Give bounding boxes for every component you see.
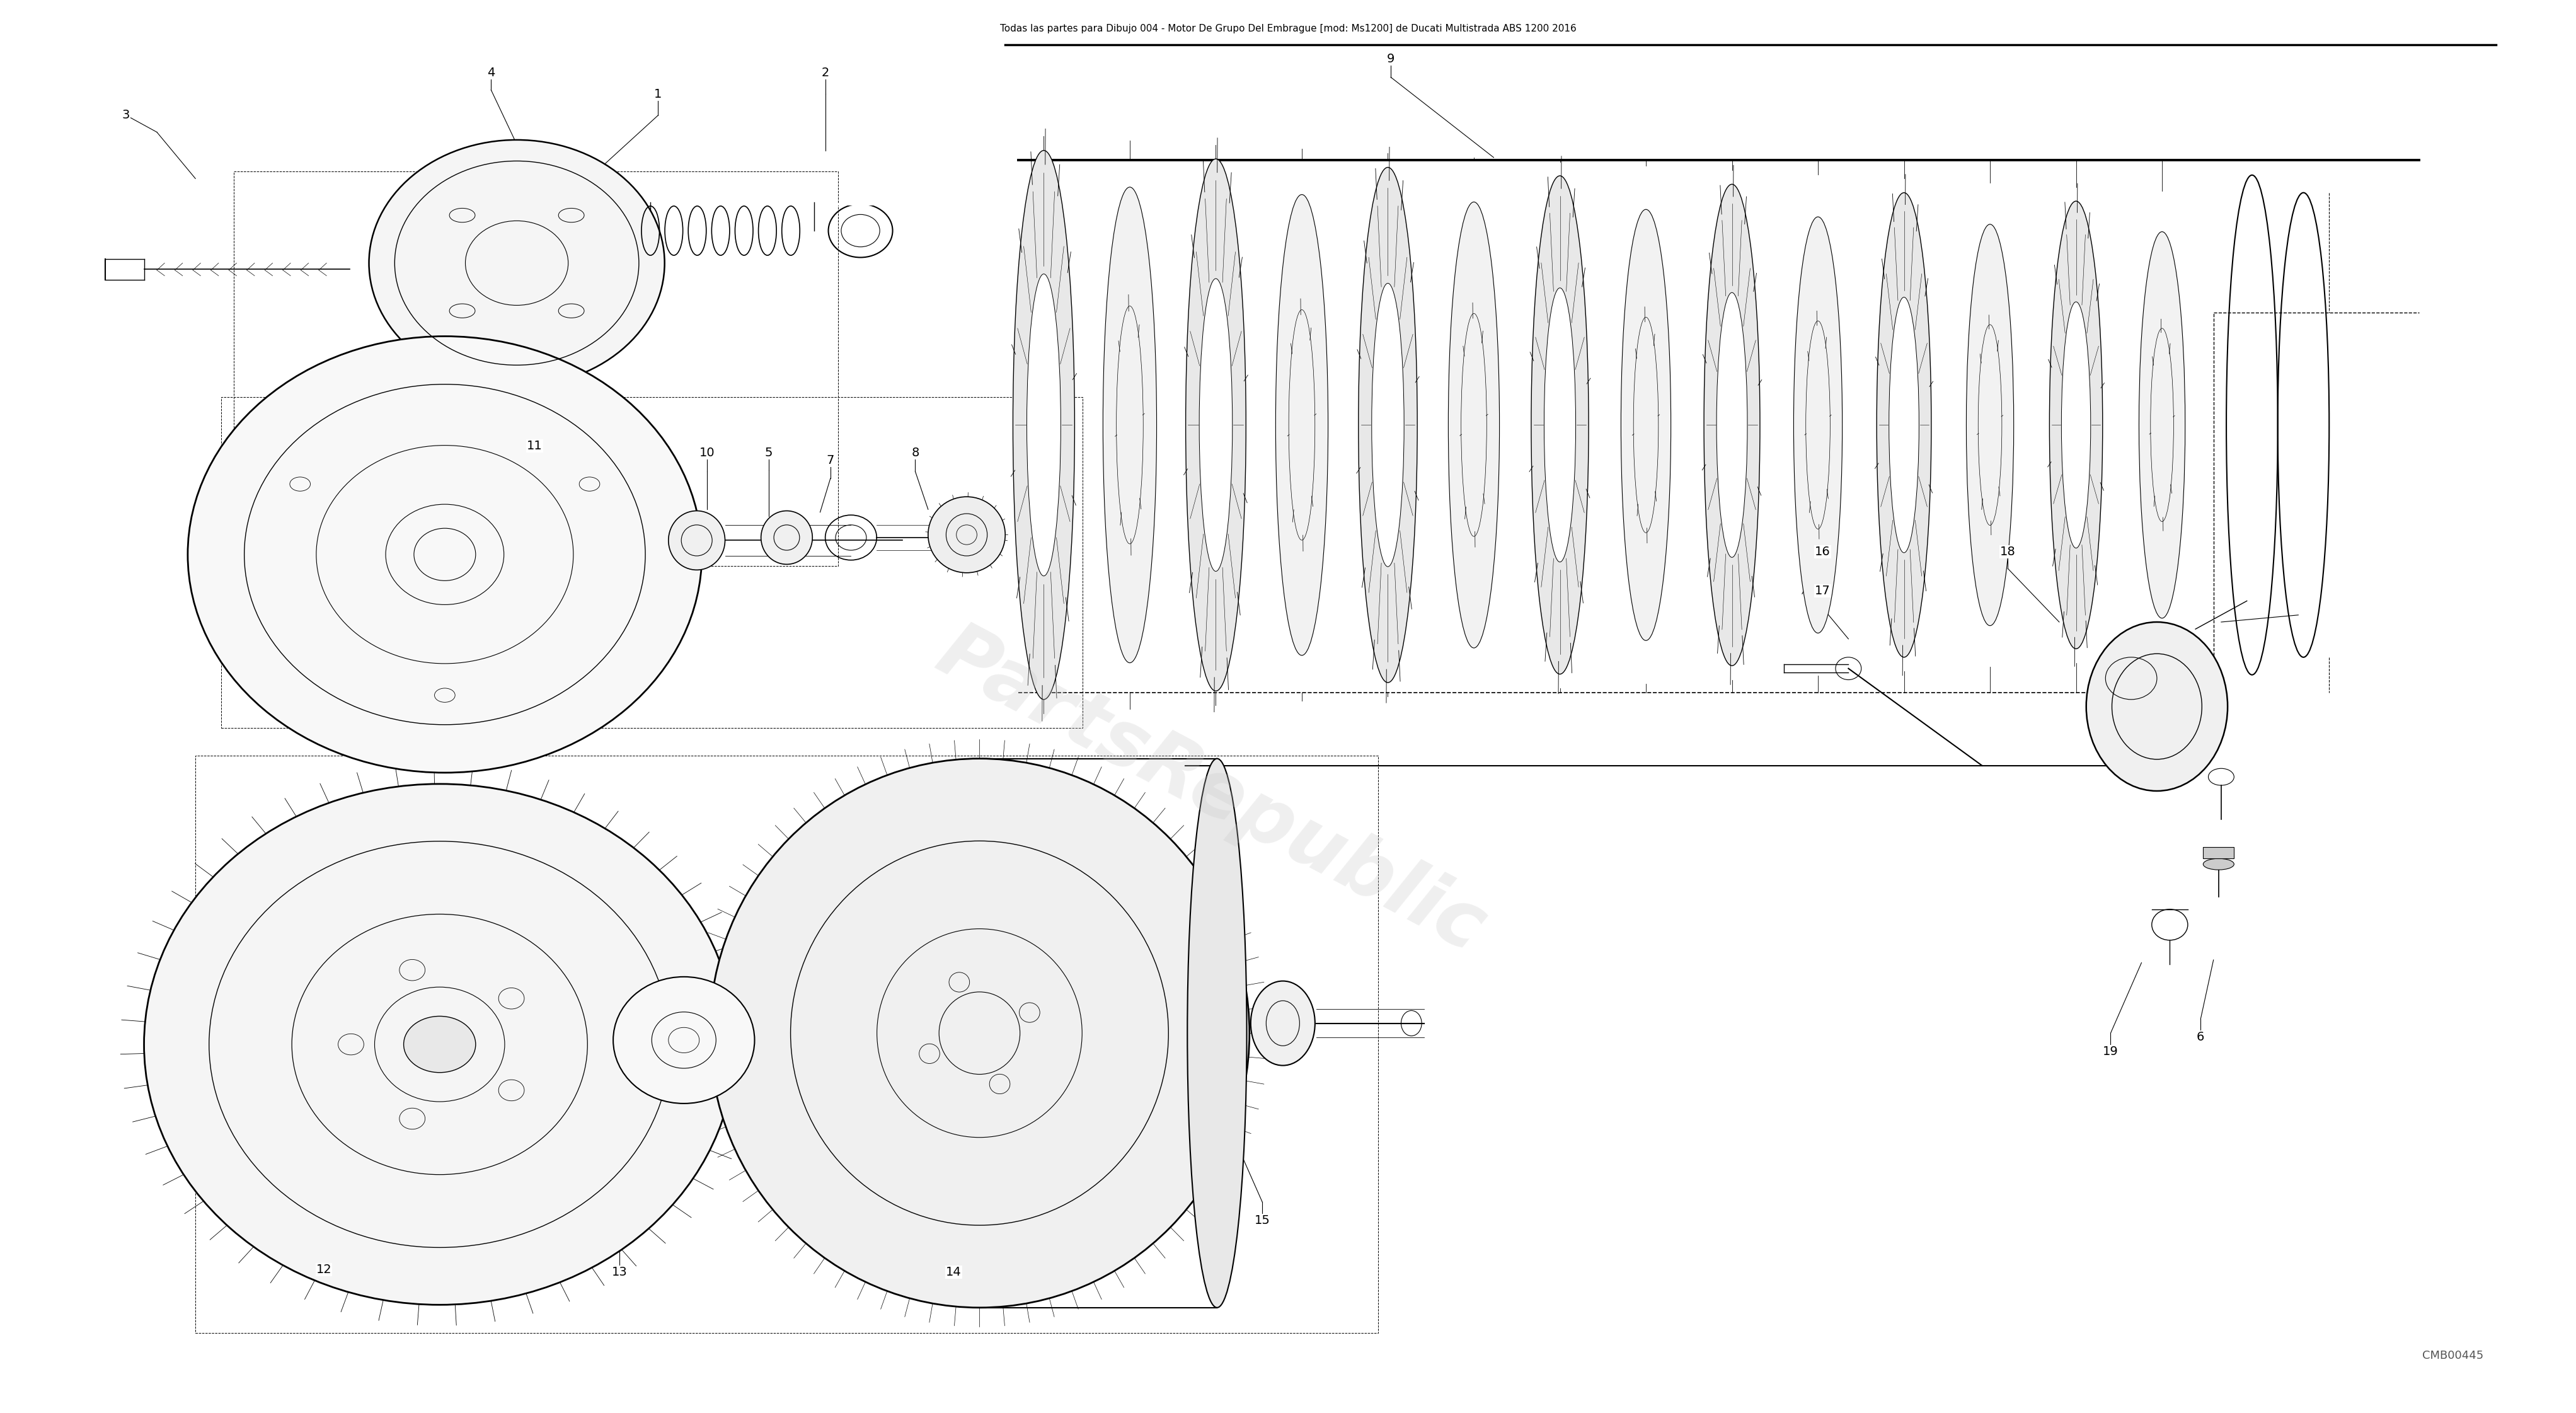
Ellipse shape bbox=[760, 512, 811, 564]
Ellipse shape bbox=[1028, 274, 1061, 577]
Text: Todas las partes para Dibujo 004 - Motor De Grupo Del Embrague [mod: Ms1200] de : Todas las partes para Dibujo 004 - Motor… bbox=[999, 24, 1577, 32]
Text: 16: 16 bbox=[1816, 545, 1832, 558]
Ellipse shape bbox=[1965, 225, 2014, 626]
Ellipse shape bbox=[1252, 981, 1314, 1065]
Ellipse shape bbox=[2061, 302, 2092, 548]
Ellipse shape bbox=[1275, 195, 1329, 656]
Text: 13: 13 bbox=[613, 1266, 629, 1279]
Ellipse shape bbox=[1200, 278, 1231, 571]
Text: PartsRepublic: PartsRepublic bbox=[925, 615, 1497, 968]
Ellipse shape bbox=[368, 140, 665, 386]
Ellipse shape bbox=[1448, 202, 1499, 649]
Ellipse shape bbox=[613, 976, 755, 1104]
Ellipse shape bbox=[1620, 209, 1672, 640]
Text: 14: 14 bbox=[945, 1266, 961, 1279]
Ellipse shape bbox=[1716, 292, 1747, 557]
Ellipse shape bbox=[2148, 755, 2174, 777]
Ellipse shape bbox=[1185, 158, 1247, 691]
Text: 1: 1 bbox=[654, 88, 662, 100]
Ellipse shape bbox=[667, 512, 724, 569]
Ellipse shape bbox=[1370, 283, 1404, 567]
Ellipse shape bbox=[1530, 175, 1589, 674]
Ellipse shape bbox=[2050, 201, 2102, 649]
Text: CMB00445: CMB00445 bbox=[2421, 1349, 2483, 1361]
Text: 3: 3 bbox=[121, 109, 129, 122]
Ellipse shape bbox=[927, 497, 1005, 572]
Ellipse shape bbox=[708, 759, 1249, 1307]
Ellipse shape bbox=[2138, 232, 2184, 619]
Ellipse shape bbox=[1188, 759, 1247, 1307]
Text: 10: 10 bbox=[698, 447, 714, 459]
Ellipse shape bbox=[144, 784, 734, 1304]
Text: 5: 5 bbox=[765, 447, 773, 459]
Ellipse shape bbox=[1543, 288, 1577, 562]
Ellipse shape bbox=[2087, 622, 2228, 791]
Text: 6: 6 bbox=[2197, 1031, 2205, 1043]
Ellipse shape bbox=[1878, 192, 1932, 657]
Ellipse shape bbox=[188, 336, 701, 773]
Ellipse shape bbox=[1703, 184, 1759, 666]
Text: 17: 17 bbox=[1816, 585, 1832, 598]
Text: 12: 12 bbox=[317, 1263, 332, 1276]
Bar bbox=[222, 397, 1082, 728]
Text: 15: 15 bbox=[1255, 1214, 1270, 1226]
Text: 19: 19 bbox=[2102, 1046, 2117, 1057]
Ellipse shape bbox=[404, 1016, 477, 1072]
Ellipse shape bbox=[1103, 187, 1157, 663]
Text: 9: 9 bbox=[1386, 52, 1394, 65]
Ellipse shape bbox=[1358, 167, 1417, 682]
Text: 8: 8 bbox=[912, 447, 920, 459]
Bar bbox=[2202, 848, 2233, 859]
Ellipse shape bbox=[1012, 150, 1074, 699]
Text: 18: 18 bbox=[1999, 545, 2014, 558]
Ellipse shape bbox=[1888, 297, 1919, 552]
Text: 4: 4 bbox=[487, 66, 495, 79]
Bar bbox=[234, 171, 837, 565]
Bar bbox=[196, 756, 1378, 1332]
Text: 11: 11 bbox=[528, 439, 544, 452]
Text: 2: 2 bbox=[822, 66, 829, 79]
Ellipse shape bbox=[1793, 216, 1842, 633]
Ellipse shape bbox=[2202, 859, 2233, 870]
Text: 7: 7 bbox=[827, 454, 835, 466]
